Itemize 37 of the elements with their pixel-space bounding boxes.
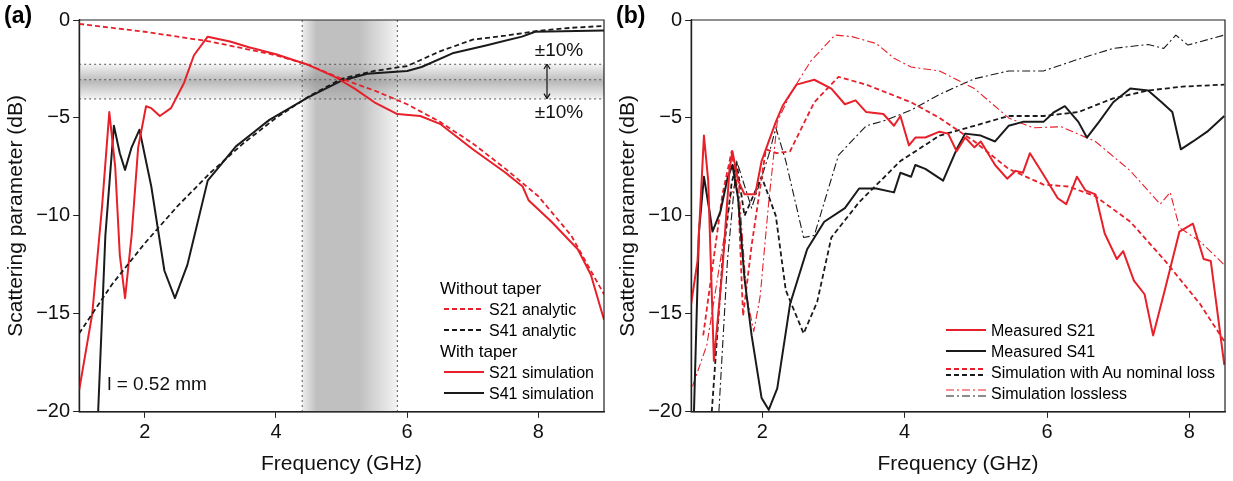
legend-label: S21 analytic (489, 299, 577, 320)
y-tick-label: −15 (648, 301, 683, 324)
legend-label: Measured S41 (991, 341, 1096, 362)
legend-label: Simulation with Au nominal loss (991, 362, 1216, 383)
y-tick-label: −10 (648, 203, 683, 226)
annotation: Without taper (440, 277, 543, 299)
y-tick-label: −10 (36, 203, 71, 226)
legend-label: Simulation lossless (991, 383, 1128, 404)
y-tick-label: 0 (671, 7, 683, 30)
legend-label: S21 simulation (489, 362, 594, 383)
x-tick-label: 2 (139, 420, 151, 443)
chart-title: (b) (616, 2, 646, 29)
y-tick-label: −20 (648, 399, 683, 422)
legend-label: Measured S21 (991, 320, 1096, 341)
chart-title: (a) (4, 2, 33, 29)
x-tick-label: 2 (756, 420, 768, 443)
x-tick-label: 6 (1041, 420, 1053, 443)
x-axis-title: Frequency (GHz) (877, 451, 1039, 475)
y-tick-label: −5 (47, 105, 71, 128)
x-tick-label: 4 (270, 420, 282, 443)
y-tick-label: −5 (659, 105, 683, 128)
legend-label: S41 analytic (489, 320, 577, 341)
x-tick-label: 4 (899, 420, 911, 443)
x-tick-label: 8 (1183, 420, 1195, 443)
y-tick-label: −15 (36, 301, 71, 324)
x-axis-title: Frequency (GHz) (261, 451, 423, 475)
y-tick-label: 0 (59, 7, 71, 30)
y-axis-title: Scattering parameter (dB) (3, 95, 27, 337)
x-tick-label: 8 (532, 420, 544, 443)
y-tick-label: −20 (36, 399, 71, 422)
x-tick-label: 6 (401, 420, 413, 443)
annotation: ±10% (534, 38, 584, 60)
annotation: l = 0.52 mm (107, 373, 207, 395)
y-axis-title: Scattering parameter (dB) (615, 95, 639, 337)
annotation: With taper (440, 340, 519, 362)
annotation: ±10% (534, 101, 584, 123)
legend-label: S41 simulation (489, 383, 594, 404)
